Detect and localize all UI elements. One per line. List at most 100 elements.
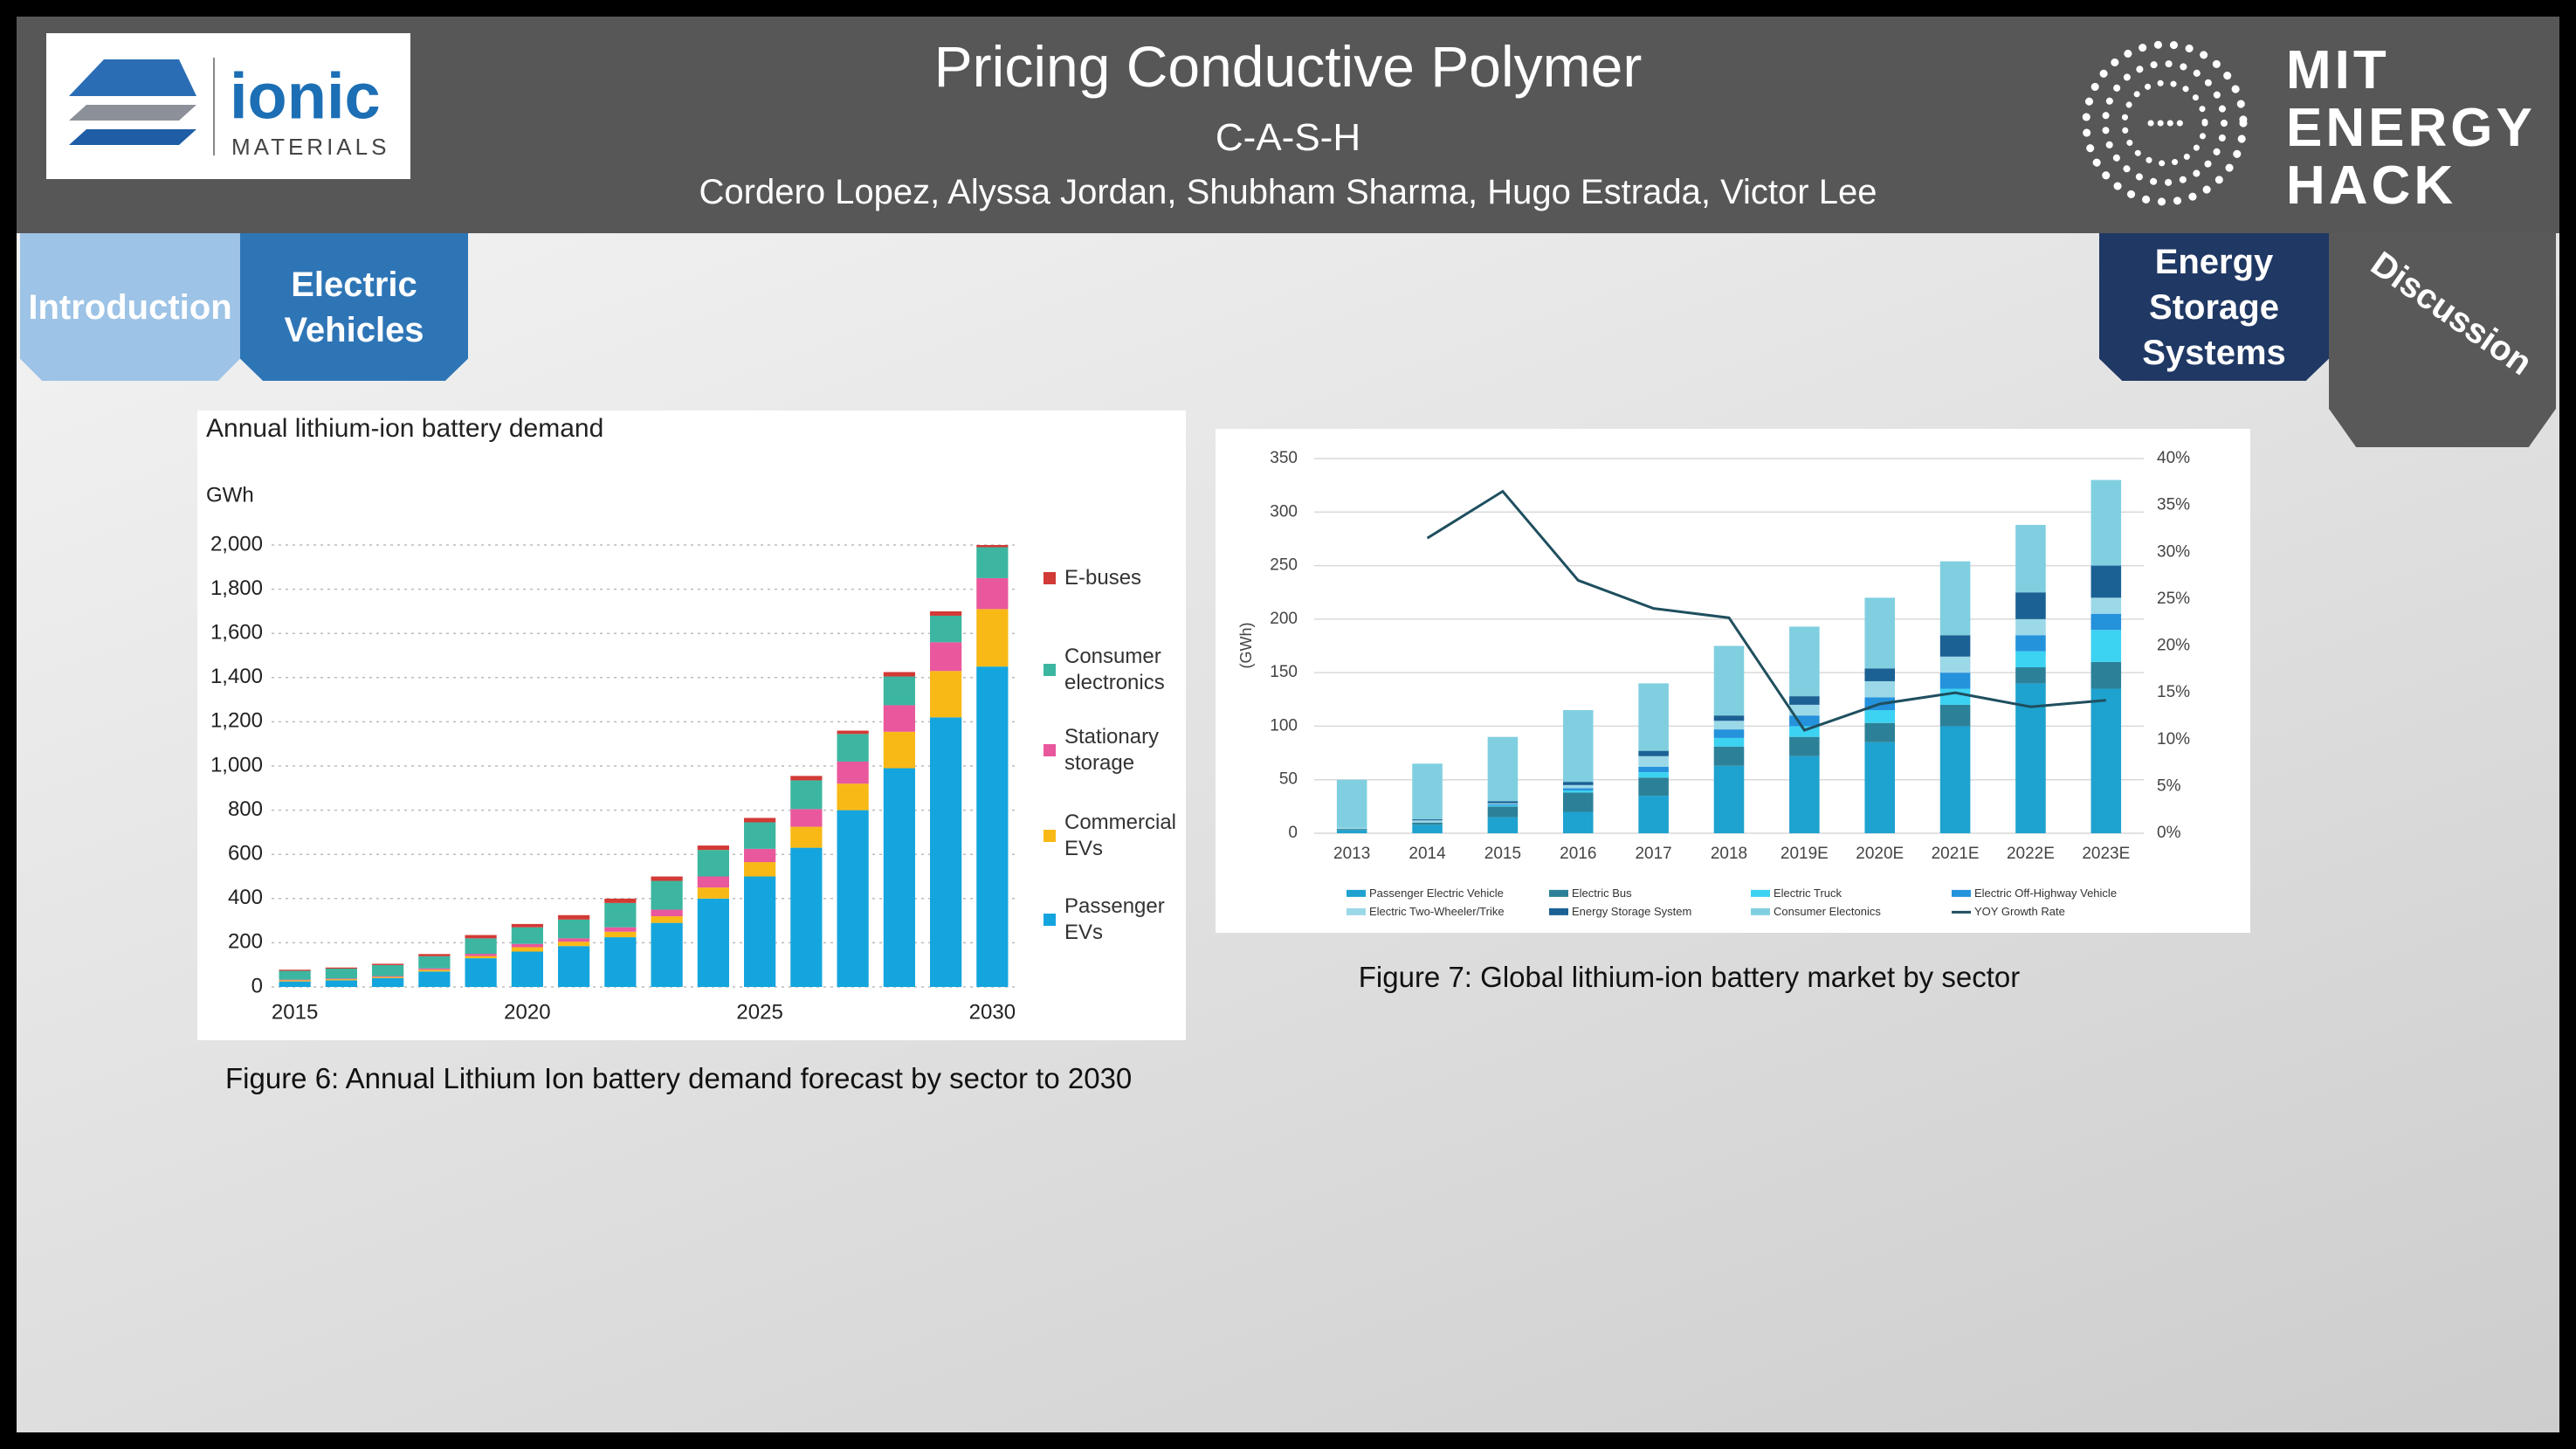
tick-label: 350 [1270,449,1298,467]
bar-segment [1864,722,1895,742]
bar-segment [790,776,823,781]
bar-segment [372,976,404,977]
brand-line: ENERGY [2286,98,2536,158]
tick-label: 40% [2157,449,2190,467]
tick-label: 600 [228,842,263,866]
bar-segment [1864,668,1895,681]
bar-segment [604,902,637,928]
bar-segment [1487,736,1519,802]
bar-segment [279,981,311,987]
tick-label: 35% [2157,496,2190,514]
bar-segment [2015,667,2046,684]
x-tick-label: 2030 [969,1000,1016,1024]
bar-segment [1638,750,1669,756]
bar-segment [976,609,1009,667]
x-tick-label: 2021E [1932,845,1980,863]
tick-label: 1,600 [210,621,263,645]
bar-segment [697,850,729,877]
bar-segment [325,979,357,981]
tab-label[interactable]: Discussion [2364,244,2539,383]
legend-item: Passenger EVs [1043,894,1187,946]
legend-swatch [1043,572,1056,584]
bar-segment [511,923,543,928]
legend-label: YOY Growth Rate [1974,904,2065,918]
bar-segment [744,876,776,987]
tick-label: 30% [2157,542,2190,561]
brand-ring [2082,40,2248,206]
legend-swatch [1952,910,1971,914]
authors: Cordero Lopez, Alyssa Jordan, Shubham Sh… [699,173,1877,211]
bar-segment [883,731,915,769]
bar-segment [1713,715,1745,721]
bar-segment [1789,704,1820,716]
bar-segment [418,968,451,970]
bar-segment [1864,597,1895,669]
legend-swatch [1347,908,1366,915]
header [17,17,2559,233]
tab[interactable]: Electric Vehicles [240,233,468,381]
legend-swatch [1549,908,1568,915]
tick-label: 10% [2157,730,2190,749]
line-series [1426,489,2106,732]
bar-segment [2090,597,2122,614]
logo: ionic MATERIALS [69,58,389,160]
tab[interactable]: Discussion [2329,233,2556,447]
bar-segment [1563,710,1594,783]
legend-label: Electric Off-Highway Vehicle [1974,886,2118,900]
bar-segment [1638,767,1669,773]
legend-label: Electric Truck [1774,886,1842,900]
bar-segment [883,676,915,706]
bar-segment [279,979,311,981]
legend-item: YOY Growth Rate [1952,905,2166,919]
logo-sub: MATERIALS [231,134,389,160]
bar-segment [372,964,404,976]
bar-segment [976,545,1009,548]
bar-segment [930,611,962,616]
logo-box: ionic MATERIALS [46,33,410,179]
brand-ring [2102,60,2228,186]
bar-segment [2015,651,2046,668]
tick-label: 25% [2157,590,2190,608]
bar-segment [511,943,543,948]
logo-shape [69,129,196,145]
tick-label: 200 [228,930,263,954]
bar-segment [325,978,357,980]
x-tick-label: 2017 [1635,845,1671,863]
tick-label: 150 [1270,663,1298,681]
bar-segment [1864,710,1895,723]
bar-segment [1638,777,1669,797]
bar-segment [976,666,1009,987]
bar-segment [651,922,683,987]
tab[interactable]: Energy Storage Systems [2099,233,2329,381]
legend-item: Passenger Electric Vehicle [1347,887,1561,900]
tick-label: 15% [2157,683,2190,701]
tick-label: 1,800 [210,576,263,600]
bar-segment [558,946,590,987]
bar-segment [1713,645,1745,716]
tick-label: 800 [228,797,263,821]
logo-shape [69,105,196,121]
legend-item: Electric Two-Wheeler/Trike [1347,905,1561,919]
bar-segment [1713,729,1745,738]
bar-segment [558,919,590,939]
legend-label: Electric Two-Wheeler/Trike [1369,904,1505,918]
bar-segment [930,717,962,987]
tab[interactable]: Introduction [20,233,240,381]
bar-segment [2090,661,2122,689]
bar-segment [325,969,357,979]
tick-label: 5% [2157,776,2181,795]
legend-swatch [1549,890,1568,897]
bar-segment [2090,630,2122,662]
bar-segment [1864,680,1895,698]
legend-swatch [1043,830,1056,842]
legend-item: E-buses [1043,565,1187,591]
bar-segment [1412,819,1443,821]
bar-segment [883,672,915,677]
bar-segment [1412,822,1443,825]
bar-segment [1563,782,1594,785]
bar-segment [1789,715,1820,727]
bar-segment [837,734,869,762]
x-tick-label: 2014 [1409,845,1446,863]
bar-segment [511,927,543,944]
bar-segment [604,898,637,903]
